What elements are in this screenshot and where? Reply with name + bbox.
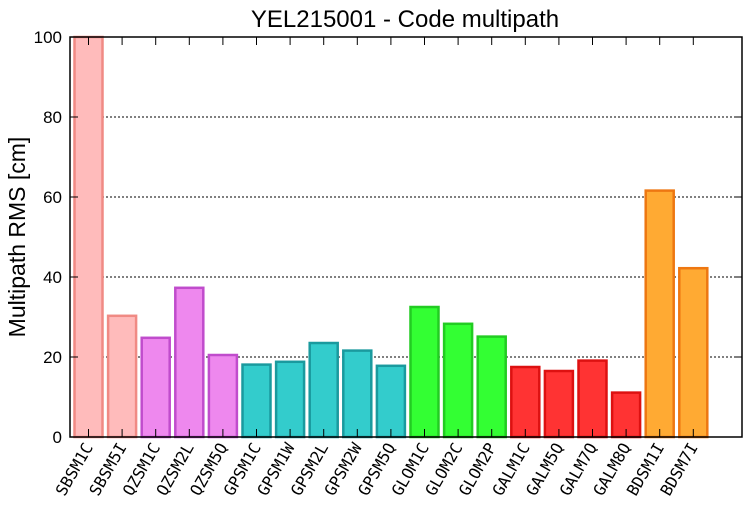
bar-galm7q — [577, 359, 608, 439]
bar-sbsm1c — [73, 35, 104, 439]
bar-qzsm1c — [140, 336, 171, 439]
bar-glom2c — [442, 322, 474, 439]
bar-glom2p — [476, 335, 507, 439]
bar-gpsm2l — [308, 341, 339, 439]
y-tick-label: 80 — [43, 108, 62, 127]
bar-gpsm2w — [342, 349, 373, 439]
y-axis-label: Multipath RMS [cm] — [4, 137, 30, 338]
chart-title: YEL215001 - Code multipath — [251, 6, 559, 33]
bar-glom1c — [409, 305, 440, 439]
y-tick-label: 60 — [43, 188, 62, 207]
y-tick-label: 100 — [34, 28, 62, 47]
bar-bdsm1i — [644, 189, 675, 439]
bar-qzsm2l — [174, 286, 205, 439]
bar-galm1c — [510, 365, 541, 439]
bars — [73, 35, 709, 439]
y-tick-label: 0 — [53, 428, 62, 447]
bar-galm5q — [543, 369, 575, 439]
y-tick-label: 40 — [43, 268, 62, 287]
bar-bdsm7i — [678, 266, 709, 439]
bar-sbsm5i — [106, 314, 138, 439]
bar-qzsm5q — [207, 353, 239, 439]
bar-gpsm5q — [375, 364, 407, 439]
bar-gpsm1w — [274, 360, 306, 439]
bar-gpsm1c — [241, 363, 272, 439]
y-ticks: 0 20 40 60 80 100 — [34, 28, 742, 447]
y-tick-label: 20 — [43, 348, 62, 367]
gridlines — [70, 116, 742, 358]
plot-frame — [69, 36, 743, 438]
